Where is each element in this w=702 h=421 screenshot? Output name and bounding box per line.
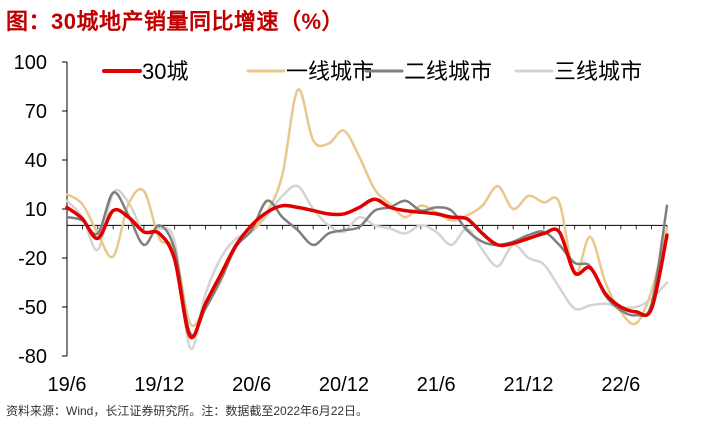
- legend-label-1: 一线城市: [286, 59, 374, 84]
- legend-label-0: 30城: [142, 59, 188, 84]
- x-tick-label: 20/6: [232, 374, 271, 396]
- x-tick-label: 22/6: [601, 374, 640, 396]
- series-line-0: [65, 197, 669, 340]
- series-layer: [65, 88, 669, 350]
- source-note: 资料来源：Wind，长江证券研究所。注：数据截至2022年6月22日。: [6, 404, 369, 418]
- x-tick-label: 19/12: [134, 374, 184, 396]
- y-tick-label: 10: [25, 199, 47, 221]
- legend-label-3: 三线城市: [554, 59, 642, 84]
- y-tick-label: -50: [18, 297, 47, 319]
- y-tick-label: 70: [25, 101, 47, 123]
- series-line-2: [65, 191, 669, 337]
- y-tick-label: 100: [14, 52, 47, 74]
- y-tick-label: -20: [18, 248, 47, 270]
- series-line-3: [65, 184, 669, 350]
- y-tick-label: -80: [18, 346, 47, 368]
- chart-legend: 30城 一线城市 二线城市 三线城市: [102, 59, 642, 84]
- x-tick-label: 20/12: [319, 374, 369, 396]
- x-tick-label: 21/12: [504, 374, 554, 396]
- chart-title: 图：30城地产销量同比增速（%）: [6, 9, 345, 34]
- legend-label-2: 二线城市: [404, 59, 492, 84]
- x-tick-label: 21/6: [417, 374, 456, 396]
- series-line-1: [65, 88, 669, 328]
- x-tick-label: 19/6: [48, 374, 87, 396]
- y-tick-label: 40: [25, 150, 47, 172]
